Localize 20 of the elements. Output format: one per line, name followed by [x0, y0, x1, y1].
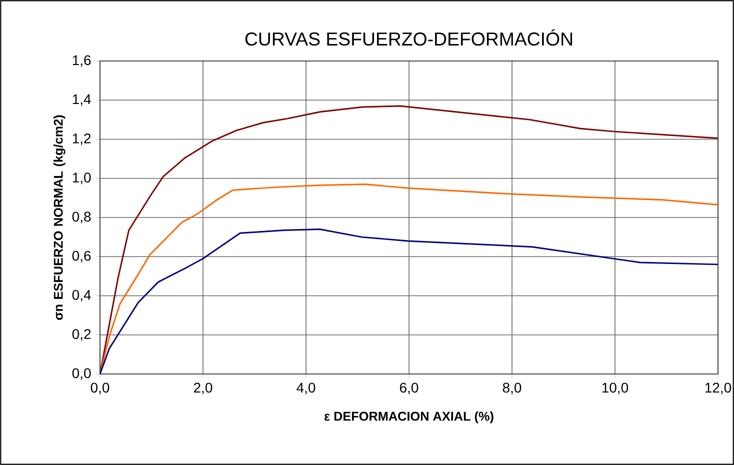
x-tick-label: 6,0	[400, 382, 418, 394]
x-tick-label: 4,0	[296, 382, 316, 394]
x-tick-label: 2,0	[194, 382, 212, 394]
x-tick-label: 0,0	[90, 382, 110, 394]
y-tick-label: 0,0	[72, 368, 91, 380]
x-tick-label: 10,0	[602, 382, 628, 394]
y-tick-label: 0,4	[72, 290, 91, 302]
y-tick-label: 0,2	[72, 329, 91, 341]
x-tick-label: 12,0	[705, 382, 732, 394]
y-tick-label: 0,8	[72, 212, 91, 224]
chart-title: CURVAS ESFUERZO-DEFORMACIÓN	[245, 29, 572, 46]
x-tick-label: 8,0	[502, 382, 522, 394]
line-series	[100, 228, 718, 374]
y-axis-title: σn ESFUERZO NORMAL (kg/cm2)	[53, 115, 66, 320]
y-tick-label: 1,2	[72, 133, 91, 146]
y-tick-label: 1,4	[72, 94, 91, 106]
x-axis-title: ε DEFORMACION AXIAL (%)	[324, 411, 494, 424]
y-tick-label: 1,0	[72, 172, 91, 184]
y-tick-label: 1,6	[72, 55, 91, 67]
y-tick-label: 0,6	[72, 250, 91, 262]
